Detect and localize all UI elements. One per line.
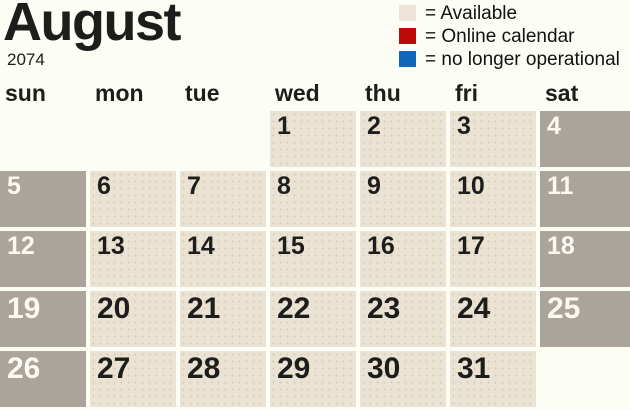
online-calendar-color-swatch bbox=[399, 28, 416, 44]
day-number: 24 bbox=[457, 292, 491, 325]
calendar-day-cell[interactable]: 8 bbox=[270, 171, 356, 227]
calendar-day-cell[interactable]: 14 bbox=[180, 231, 266, 287]
calendar-day-cell[interactable]: 1 bbox=[270, 111, 356, 167]
legend-item-online-calendar: = Online calendar bbox=[399, 25, 620, 47]
day-number: 6 bbox=[97, 172, 111, 200]
year-label: 2074 bbox=[7, 50, 45, 69]
legend-item-available: = Available bbox=[399, 2, 620, 24]
weekday-header-wed: wed bbox=[275, 80, 320, 106]
day-number: 26 bbox=[7, 352, 41, 385]
available-color-swatch bbox=[399, 5, 416, 21]
day-number: 19 bbox=[7, 292, 41, 325]
day-number: 23 bbox=[367, 292, 401, 325]
calendar-day-cell[interactable]: 27 bbox=[90, 351, 176, 407]
legend-label: = Available bbox=[425, 2, 518, 24]
legend-label: = Online calendar bbox=[425, 25, 575, 47]
day-number: 15 bbox=[277, 232, 305, 260]
day-number: 31 bbox=[457, 352, 491, 385]
day-number: 18 bbox=[547, 232, 575, 260]
calendar-day-cell[interactable]: 10 bbox=[450, 171, 536, 227]
calendar-day-cell[interactable]: 13 bbox=[90, 231, 176, 287]
calendar-day-cell: 18 bbox=[540, 231, 630, 287]
weekday-header-sat: sat bbox=[545, 80, 579, 106]
day-number: 13 bbox=[97, 232, 125, 260]
day-number: 21 bbox=[187, 292, 221, 325]
weekday-header-row: sun mon tue wed thu fri sat bbox=[0, 80, 630, 106]
calendar-day-cell: 19 bbox=[0, 291, 86, 347]
calendar-day-cell: 11 bbox=[540, 171, 630, 227]
weekday-header-thu: thu bbox=[365, 80, 401, 106]
calendar-grid: 1 2 3 4 5 6 7 8 9 10 11 12 13 14 15 16 17 18 19 20 21 22 23 24 2… bbox=[0, 111, 630, 407]
day-number: 10 bbox=[457, 172, 485, 200]
legend-item-no-longer-operational: = no longer operational bbox=[399, 48, 620, 70]
day-number: 25 bbox=[547, 292, 581, 325]
day-number: 27 bbox=[97, 352, 131, 385]
day-number: 22 bbox=[277, 292, 311, 325]
day-number: 28 bbox=[187, 352, 221, 385]
legend: = Available = Online calendar = no longe… bbox=[399, 2, 620, 71]
calendar-day-cell: 4 bbox=[540, 111, 630, 167]
calendar-day-cell[interactable]: 24 bbox=[450, 291, 536, 347]
calendar-day-cell[interactable]: 3 bbox=[450, 111, 536, 167]
calendar-day-cell[interactable]: 31 bbox=[450, 351, 536, 407]
calendar-day-cell[interactable]: 7 bbox=[180, 171, 266, 227]
calendar-day-cell[interactable]: 2 bbox=[360, 111, 446, 167]
calendar-day-cell[interactable]: 16 bbox=[360, 231, 446, 287]
day-number: 5 bbox=[7, 172, 21, 200]
calendar-day-cell: 25 bbox=[540, 291, 630, 347]
calendar-day-cell[interactable]: 20 bbox=[90, 291, 176, 347]
calendar-day-cell[interactable]: 17 bbox=[450, 231, 536, 287]
weekday-header-sun: sun bbox=[5, 80, 46, 106]
calendar-day-cell[interactable]: 29 bbox=[270, 351, 356, 407]
no-longer-operational-color-swatch bbox=[399, 51, 416, 67]
legend-label: = no longer operational bbox=[425, 48, 620, 70]
day-number: 2 bbox=[367, 112, 381, 140]
day-number: 8 bbox=[277, 172, 291, 200]
calendar-day-cell[interactable]: 28 bbox=[180, 351, 266, 407]
day-number: 9 bbox=[367, 172, 381, 200]
calendar-day-cell[interactable]: 21 bbox=[180, 291, 266, 347]
day-number: 11 bbox=[547, 172, 574, 200]
day-number: 30 bbox=[367, 352, 401, 385]
weekday-header-fri: fri bbox=[455, 80, 478, 106]
page-title: August bbox=[3, 0, 181, 52]
day-number: 7 bbox=[187, 172, 201, 200]
calendar-empty-cell bbox=[540, 351, 630, 407]
day-number: 29 bbox=[277, 352, 311, 385]
calendar-day-cell[interactable]: 9 bbox=[360, 171, 446, 227]
day-number: 3 bbox=[457, 112, 471, 140]
day-number: 20 bbox=[97, 292, 131, 325]
calendar-empty-cell bbox=[0, 111, 86, 167]
calendar-day-cell[interactable]: 22 bbox=[270, 291, 356, 347]
day-number: 17 bbox=[457, 232, 485, 260]
calendar-day-cell: 26 bbox=[0, 351, 86, 407]
day-number: 16 bbox=[367, 232, 395, 260]
calendar-empty-cell bbox=[180, 111, 266, 167]
day-number: 1 bbox=[277, 112, 291, 140]
calendar-day-cell: 12 bbox=[0, 231, 86, 287]
calendar-day-cell[interactable]: 23 bbox=[360, 291, 446, 347]
day-number: 4 bbox=[547, 112, 561, 140]
calendar-empty-cell bbox=[90, 111, 176, 167]
weekday-header-mon: mon bbox=[95, 80, 144, 106]
weekday-header-tue: tue bbox=[185, 80, 220, 106]
calendar-day-cell[interactable]: 30 bbox=[360, 351, 446, 407]
day-number: 14 bbox=[187, 232, 215, 260]
calendar-day-cell: 5 bbox=[0, 171, 86, 227]
calendar-day-cell[interactable]: 6 bbox=[90, 171, 176, 227]
day-number: 12 bbox=[7, 232, 35, 260]
calendar-day-cell[interactable]: 15 bbox=[270, 231, 356, 287]
